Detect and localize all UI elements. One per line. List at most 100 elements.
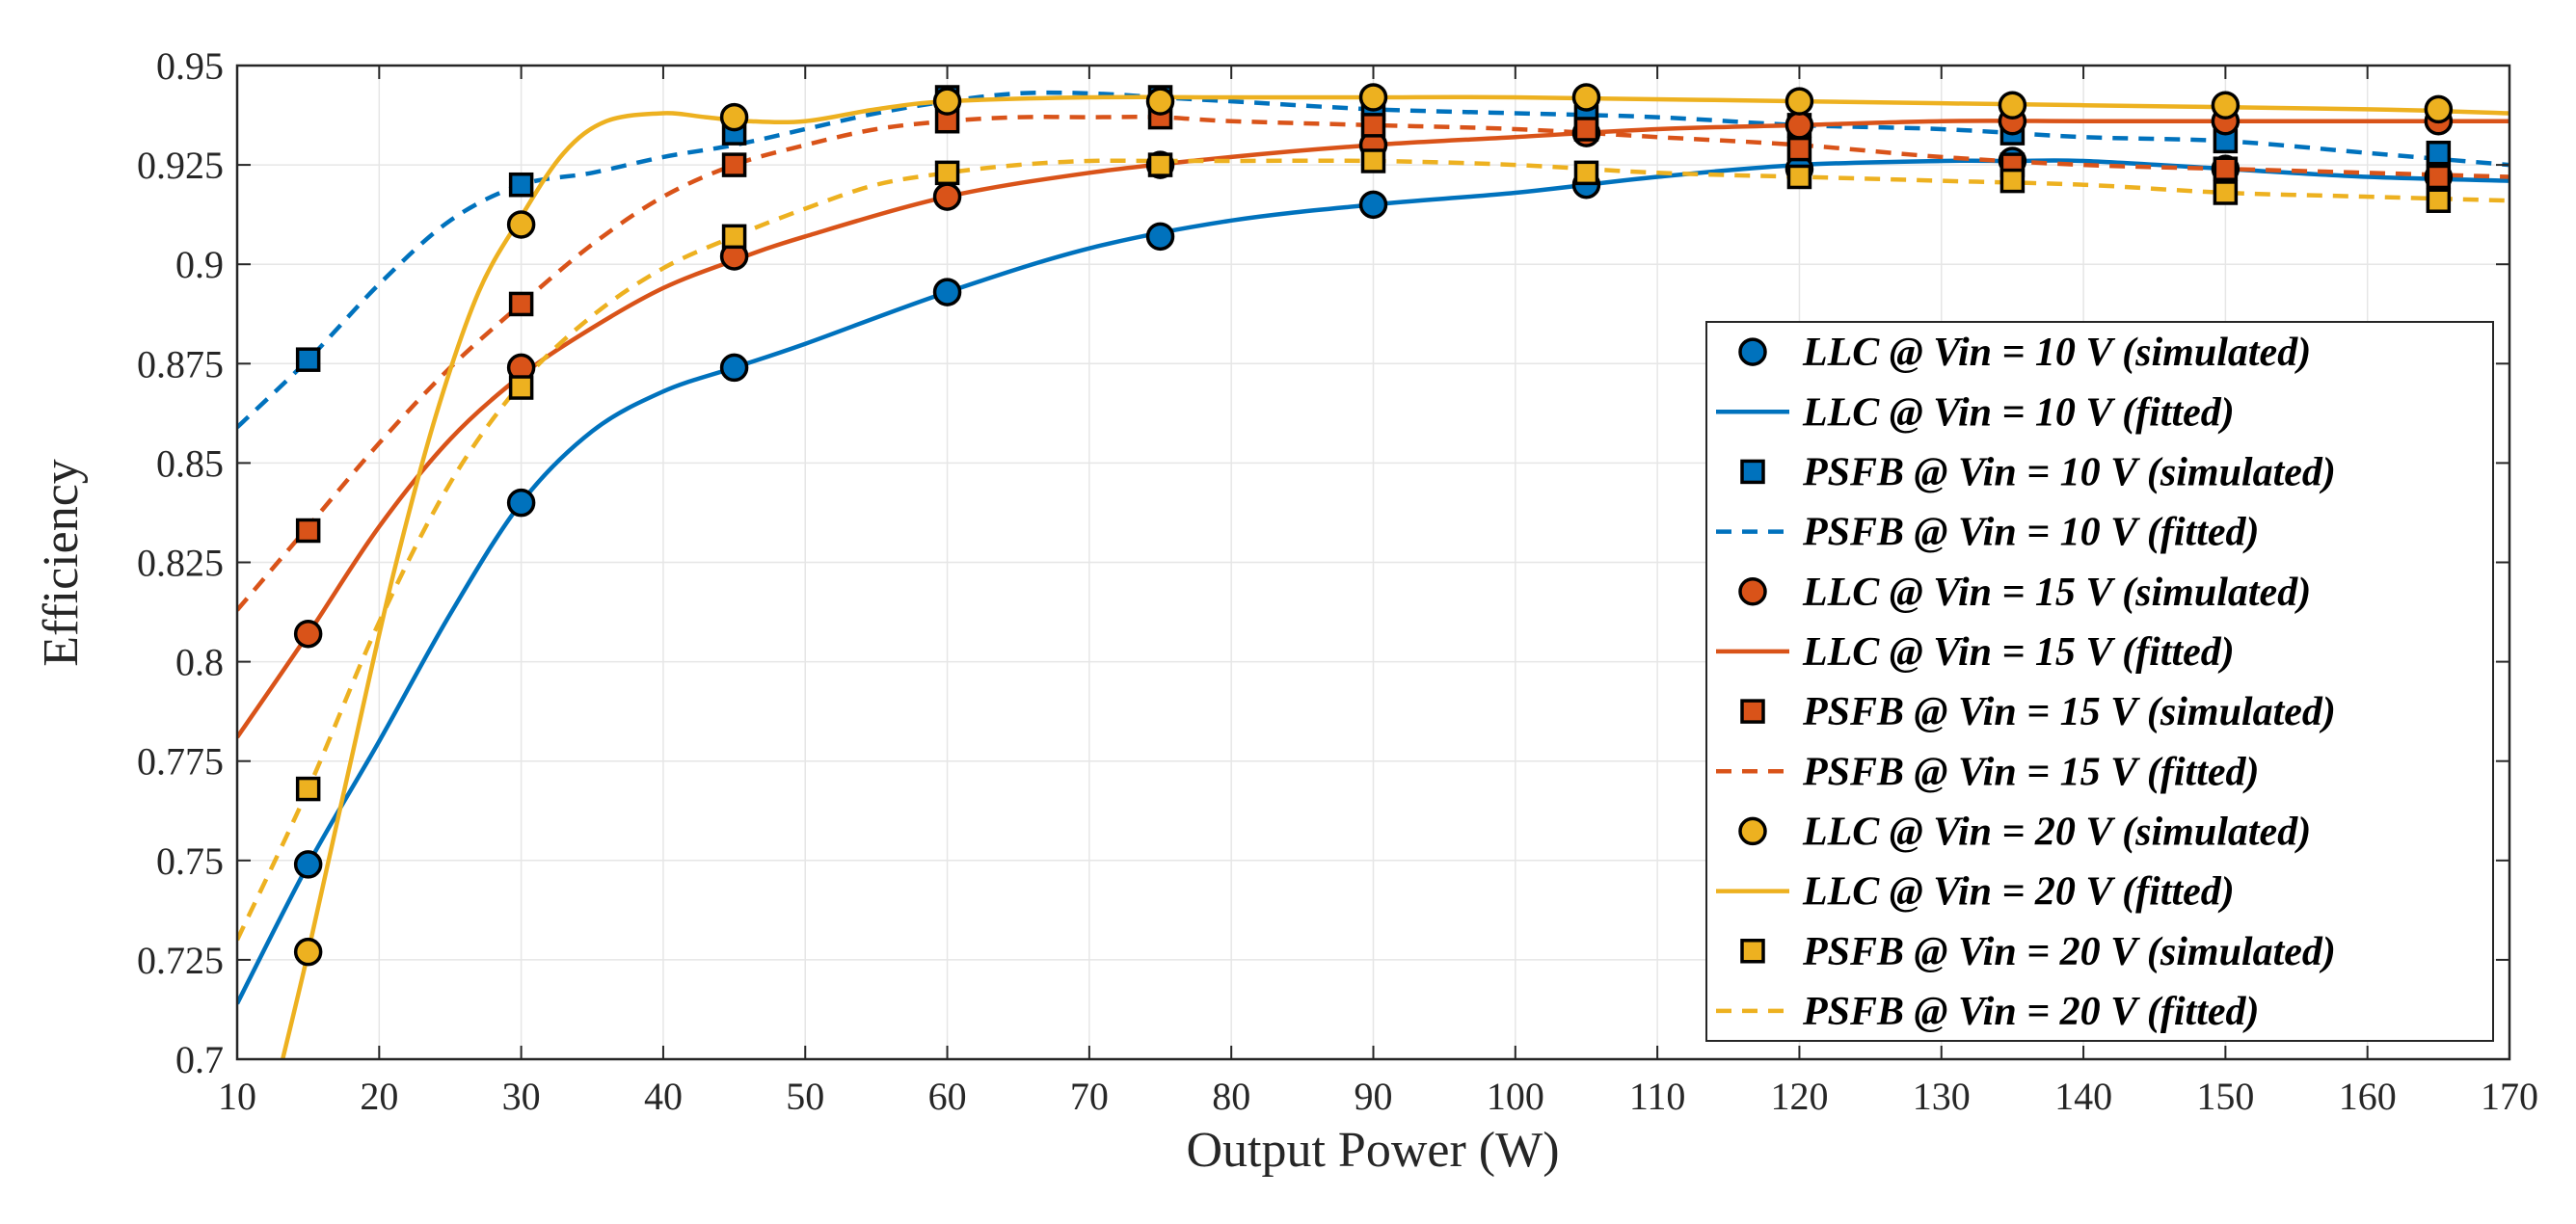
x-tick-label: 80	[1212, 1075, 1250, 1118]
data-point	[1784, 111, 1814, 140]
data-point	[1147, 152, 1173, 177]
legend-box	[1705, 321, 2494, 1042]
data-point	[721, 152, 747, 177]
y-tick-label: 0.7	[175, 1038, 224, 1081]
data-point	[508, 291, 534, 317]
data-point	[1573, 160, 1599, 186]
axes	[235, 64, 2511, 1061]
data-point	[506, 488, 536, 518]
data-point	[293, 937, 323, 967]
data-point	[2426, 140, 2452, 166]
data-point	[1571, 83, 1601, 112]
x-tick-label: 100	[1487, 1075, 1544, 1118]
tick-labels: 10 20 30 40 50 60 70 80 90 100 110 120 130 140 150 160 1…	[137, 44, 2538, 1118]
data-point	[1999, 168, 2026, 194]
axes-box	[235, 64, 2511, 1061]
y-tick-label: 0.775	[137, 740, 224, 784]
series-line-llc-vin-20-v-fitted	[280, 94, 2509, 1059]
legend-label: PSFB @ Vin = 15 V (simulated)	[1802, 690, 2336, 734]
series-line-psfb-vin-15-v-fitted	[237, 115, 2509, 612]
x-tick-label: 120	[1770, 1075, 1828, 1118]
data-point	[932, 278, 962, 306]
x-axis-title: Output Power (W)	[1186, 1123, 1559, 1178]
data-point	[2426, 164, 2452, 190]
x-tick-label: 70	[1070, 1075, 1109, 1118]
data-point	[932, 182, 962, 211]
data-point	[1145, 87, 1175, 116]
x-tick-label: 140	[2054, 1075, 2112, 1118]
data-point	[293, 850, 323, 879]
data-point	[508, 172, 534, 198]
legend-label: PSFB @ Vin = 10 V (fitted)	[1802, 511, 2260, 555]
x-tick-label: 20	[360, 1075, 398, 1118]
legend-label: LLC @ Vin = 20 V (fitted)	[1802, 870, 2235, 915]
series-line-llc-vin-10-v-fitted	[237, 158, 2509, 1005]
legend-marker	[1738, 337, 1767, 366]
data-point	[508, 375, 534, 400]
y-tick-label: 0.95	[156, 44, 224, 88]
series-layer	[237, 83, 2509, 1059]
data-point	[2213, 180, 2239, 205]
x-tick-label: 40	[644, 1075, 683, 1118]
y-tick-label: 0.75	[156, 839, 224, 883]
y-tick-label: 0.85	[156, 441, 224, 485]
y-tick-label: 0.825	[137, 542, 224, 585]
x-tick-label: 160	[2339, 1075, 2397, 1118]
legend-marker	[1738, 816, 1767, 846]
x-tick-label: 10	[218, 1075, 256, 1118]
legend-label: PSFB @ Vin = 20 V (simulated)	[1802, 930, 2336, 974]
legend-label: LLC @ Vin = 15 V (fitted)	[1802, 630, 2235, 675]
legend-label: PSFB @ Vin = 20 V (fitted)	[1802, 990, 2260, 1034]
data-point	[2213, 156, 2239, 181]
data-point	[1360, 148, 1386, 173]
legend: LLC @ Vin = 10 V (simulated) LLC @ Vin = …	[1705, 321, 2494, 1042]
series-markers-psfb-vin-20-v-simulated	[295, 148, 2452, 802]
legend-label: LLC @ Vin = 15 V (simulated)	[1802, 571, 2311, 615]
x-tick-label: 150	[2196, 1075, 2254, 1118]
data-point	[2426, 188, 2452, 213]
x-tick-label: 130	[1913, 1075, 1971, 1118]
data-point	[1360, 113, 1386, 138]
legend-marker	[1738, 577, 1767, 606]
data-point	[1786, 164, 1812, 190]
data-point	[1573, 117, 1599, 142]
legend-marker	[1740, 459, 1765, 485]
data-point	[934, 160, 960, 186]
legend-marker	[1740, 699, 1765, 724]
x-tick-label: 90	[1355, 1075, 1393, 1118]
y-axis-title: Efficiency	[34, 459, 89, 667]
data-point	[1358, 83, 1388, 112]
data-point	[295, 518, 321, 544]
x-tick-label: 170	[2481, 1075, 2538, 1118]
legend-label: LLC @ Vin = 20 V (simulated)	[1802, 810, 2311, 854]
data-point	[1358, 190, 1388, 220]
data-point	[2211, 91, 2241, 120]
x-tick-label: 30	[502, 1075, 541, 1118]
data-point	[295, 776, 321, 802]
data-point	[932, 87, 962, 116]
y-tick-label: 0.925	[137, 144, 224, 187]
legend-label: PSFB @ Vin = 10 V (simulated)	[1802, 450, 2336, 494]
y-tick-label: 0.875	[137, 342, 224, 386]
data-point	[1998, 91, 2027, 120]
legend-marker	[1740, 939, 1765, 964]
legend-label: PSFB @ Vin = 15 V (fitted)	[1802, 750, 2260, 794]
legend-label: LLC @ Vin = 10 V (fitted)	[1802, 390, 2235, 435]
data-point	[1786, 136, 1812, 162]
data-point	[293, 619, 323, 649]
data-point	[1145, 222, 1175, 252]
data-point	[2424, 94, 2454, 124]
data-point	[721, 224, 747, 250]
data-point	[506, 210, 536, 239]
data-point	[295, 347, 321, 372]
y-tick-label: 0.8	[175, 641, 224, 684]
y-tick-label: 0.725	[137, 939, 224, 982]
data-point	[719, 353, 749, 383]
data-point	[719, 102, 749, 132]
x-tick-label: 60	[928, 1075, 967, 1118]
legend-label: LLC @ Vin = 10 V (simulated)	[1802, 331, 2311, 375]
data-point	[1784, 87, 1814, 116]
x-tick-label: 110	[1629, 1075, 1686, 1118]
